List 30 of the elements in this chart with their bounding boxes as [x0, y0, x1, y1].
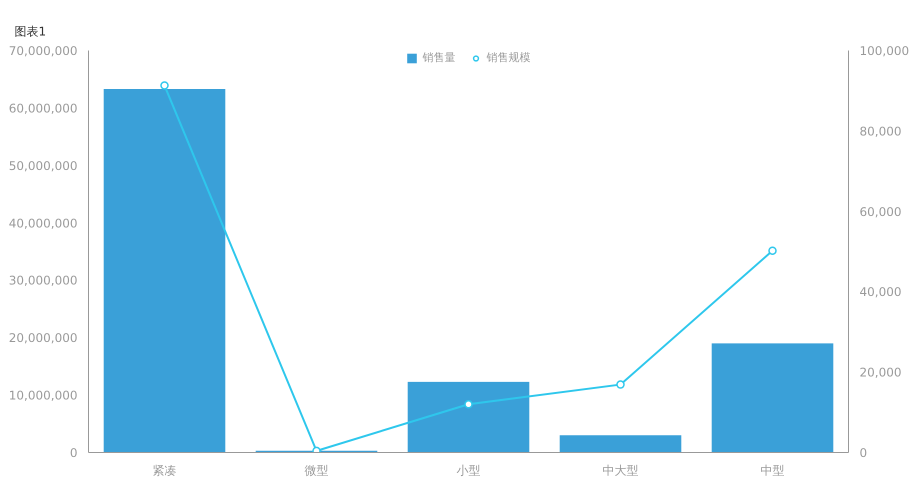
- y-tick-label: 50,000,000: [8, 158, 78, 173]
- x-tick-label: 小型: [456, 464, 480, 478]
- y2-tick-label: 40,000: [860, 285, 902, 300]
- y-tick-label: 40,000,000: [8, 216, 78, 230]
- y-tick-label: 0: [70, 446, 78, 460]
- y-tick-label: 60,000,000: [8, 101, 78, 116]
- point: [768, 246, 777, 255]
- chart-title: 图表1: [14, 24, 46, 38]
- y-tick-label: 30,000,000: [8, 274, 78, 288]
- bar: [104, 88, 226, 452]
- bar: [712, 343, 834, 452]
- bar: [408, 382, 530, 452]
- x-tick-label: 微型: [304, 464, 328, 478]
- legend-label: 销售规模: [486, 50, 530, 65]
- y-tick-label: 70,000,000: [8, 44, 78, 58]
- x-tick-label: 中型: [760, 464, 784, 478]
- x-tick-label: 中大型: [602, 464, 638, 478]
- point: [616, 380, 625, 389]
- y-tick-label: 10,000,000: [8, 388, 78, 403]
- y2-tick-label: 20,000: [860, 366, 902, 380]
- x-tick-label: 紧凑: [152, 464, 176, 478]
- y2-tick-label: 80,000: [860, 124, 902, 138]
- legend-label: 销售量: [422, 50, 456, 65]
- y2-tick-label: 60,000: [860, 204, 902, 219]
- y2-tick-label: 0: [860, 446, 868, 460]
- bar: [560, 435, 682, 452]
- y2-tick-label: 100,000: [860, 44, 910, 58]
- point: [464, 400, 473, 409]
- point: [160, 81, 169, 90]
- y-tick-label: 20,000,000: [8, 331, 78, 346]
